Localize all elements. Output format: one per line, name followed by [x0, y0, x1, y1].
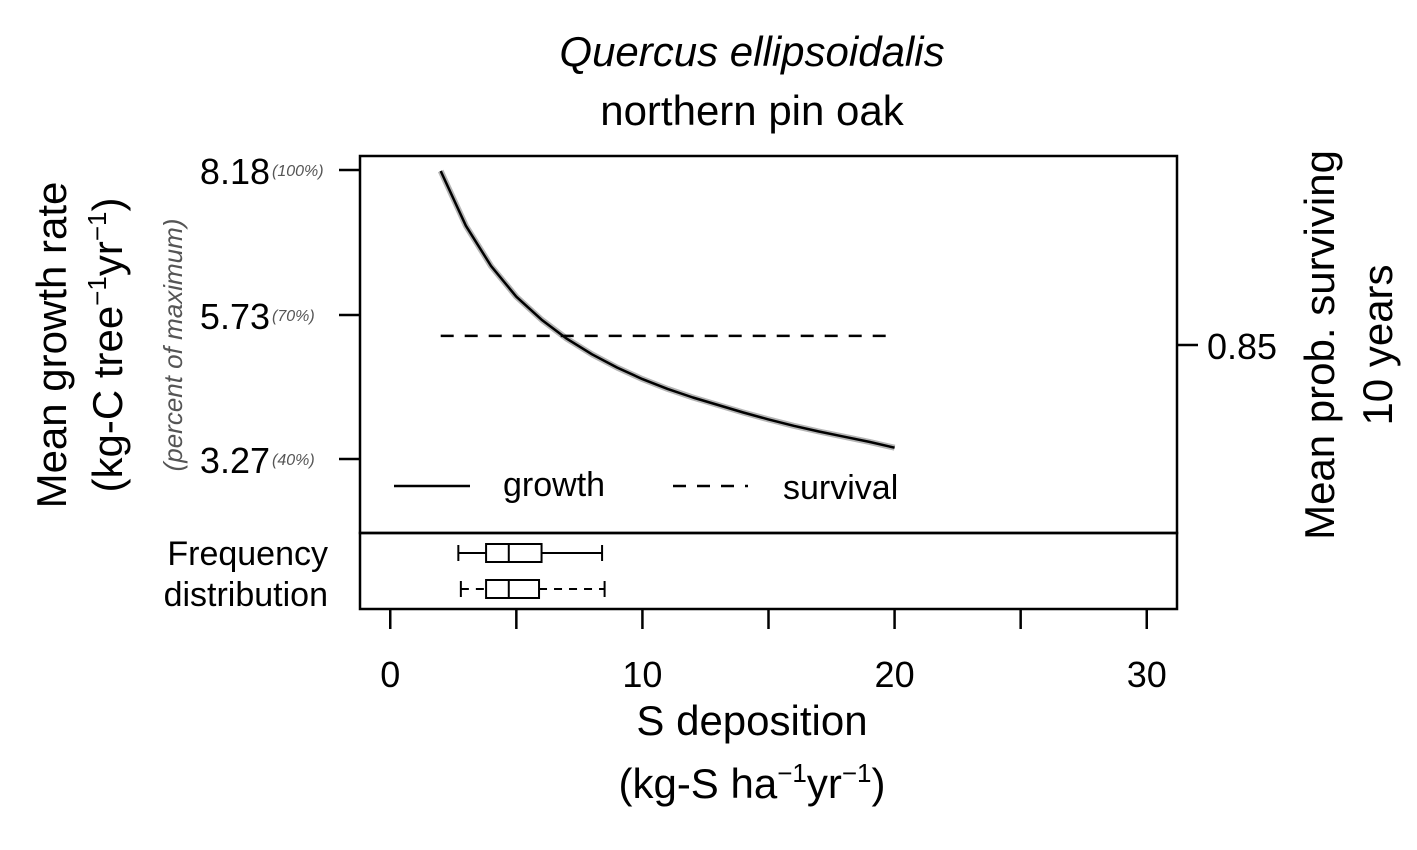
y-right-axis-title-line2: 10 years	[1354, 264, 1401, 425]
frequency-label-line1: Frequency	[167, 535, 328, 573]
x-axis: 0 10 20 30	[380, 609, 1167, 695]
y-right-axis-title-line1: Mean prob. surviving	[1296, 150, 1343, 540]
chart-subtitle: northern pin oak	[600, 87, 905, 134]
boxplot-growth	[457, 543, 604, 563]
y-left-tick-pct: (40%)	[272, 452, 315, 469]
legend: growth survival	[394, 466, 898, 507]
x-tick-label: 30	[1127, 654, 1167, 695]
y-left-ticks: 8.18 5.73 3.27 (100%) (70%) (40%)	[200, 151, 360, 481]
y-left-tick-pct: (70%)	[272, 308, 315, 325]
main-plot-frame	[358, 154, 1179, 535]
boxplot-survival	[459, 579, 606, 599]
y-left-tick-label: 3.27	[200, 440, 270, 481]
y-left-tick-label: 5.73	[200, 296, 270, 337]
x-axis-units: (kg-S ha−1yr−1)	[618, 758, 885, 807]
x-tick-label: 10	[622, 654, 662, 695]
y-left-tick-pct: (100%)	[272, 163, 324, 180]
series-growth-line	[439, 170, 895, 449]
y-right-tick-label: 0.85	[1207, 326, 1277, 367]
y-left-axis-units: (kg-C tree−1yr−1)	[82, 197, 131, 492]
x-axis-title: S deposition	[636, 697, 867, 744]
x-tick-label: 20	[875, 654, 915, 695]
series-layer	[437, 169, 896, 451]
y-left-axis-title: Mean growth rate	[28, 182, 75, 509]
chart-title: Quercus ellipsoidalis	[559, 28, 944, 75]
series-growth-confidence-band	[437, 169, 896, 451]
frequency-panel-frame	[358, 531, 1179, 611]
legend-growth-label: growth	[503, 466, 605, 504]
x-tick-label: 0	[380, 654, 400, 695]
y-left-axis-note: (percent of maximum)	[158, 219, 188, 472]
boxplot-box	[485, 543, 543, 563]
boxplot-box	[485, 579, 541, 599]
legend-survival-label: survival	[783, 469, 898, 507]
boxplot-layer	[457, 543, 606, 599]
frequency-label-line2: distribution	[164, 576, 328, 614]
y-left-tick-label: 8.18	[200, 151, 270, 192]
